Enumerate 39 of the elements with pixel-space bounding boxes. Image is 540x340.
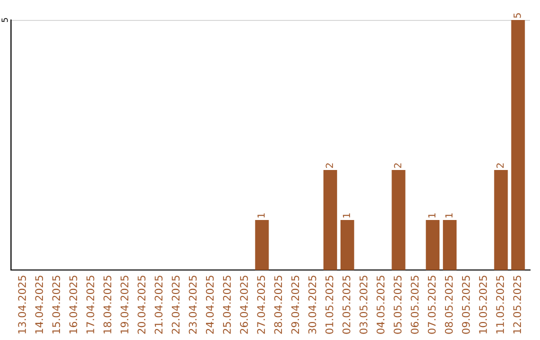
x-tick-label: 25.04.2025 (222, 276, 231, 334)
x-tick-label: 29.04.2025 (291, 276, 300, 334)
x-tick-label: 12.05.2025 (513, 276, 522, 334)
x-tick-label: 24.04.2025 (206, 276, 214, 334)
data-label: 2 (496, 163, 504, 168)
data-label: 1 (445, 213, 452, 218)
x-tick-label: 17.04.2025 (86, 276, 94, 334)
x-tick-label: 04.05.2025 (376, 276, 384, 334)
x-tick-label: 02.05.2025 (342, 276, 350, 334)
data-label: 5 (514, 13, 521, 18)
x-tick-label: 09.05.2025 (462, 276, 470, 334)
x-tick-label: 20.04.2025 (138, 276, 146, 334)
x-tick-label: 01.05.2025 (325, 276, 334, 334)
x-tick-label: 22.04.2025 (172, 276, 180, 334)
x-tick-label: 14.04.2025 (35, 276, 44, 334)
x-tick-label: 19.04.2025 (120, 276, 128, 334)
ref-line-label: 5 (2, 18, 8, 22)
data-label: 2 (326, 163, 333, 168)
x-tick-label: 28.04.2025 (274, 276, 282, 334)
x-tick-label: 15.04.2025 (52, 276, 60, 334)
x-tick-label: 26.04.2025 (240, 276, 248, 334)
data-label: 1 (428, 213, 436, 218)
x-tick-label: 23.04.2025 (188, 276, 197, 334)
data-label: 1 (258, 213, 265, 218)
x-tick-label: 07.05.2025 (428, 276, 436, 334)
x-tick-label: 03.05.2025 (360, 276, 368, 334)
x-tick-label: 18.04.2025 (103, 276, 112, 334)
x-tick-label: 16.04.2025 (69, 276, 78, 334)
x-tick-label: 11.05.2025 (496, 276, 504, 334)
data-label: 2 (394, 163, 402, 168)
x-tick-label: 05.05.2025 (394, 276, 402, 334)
x-tick-label: 10.05.2025 (479, 276, 487, 334)
x-tick-label: 13.04.2025 (18, 276, 26, 334)
x-tick-label: 06.05.2025 (410, 276, 419, 334)
data-label: 1 (342, 213, 350, 218)
x-tick-label: 27.04.2025 (257, 276, 265, 334)
x-tick-label: 08.05.2025 (444, 276, 453, 334)
x-tick-label: 21.04.2025 (154, 276, 163, 334)
x-tick-label: 30.04.2025 (308, 276, 316, 334)
